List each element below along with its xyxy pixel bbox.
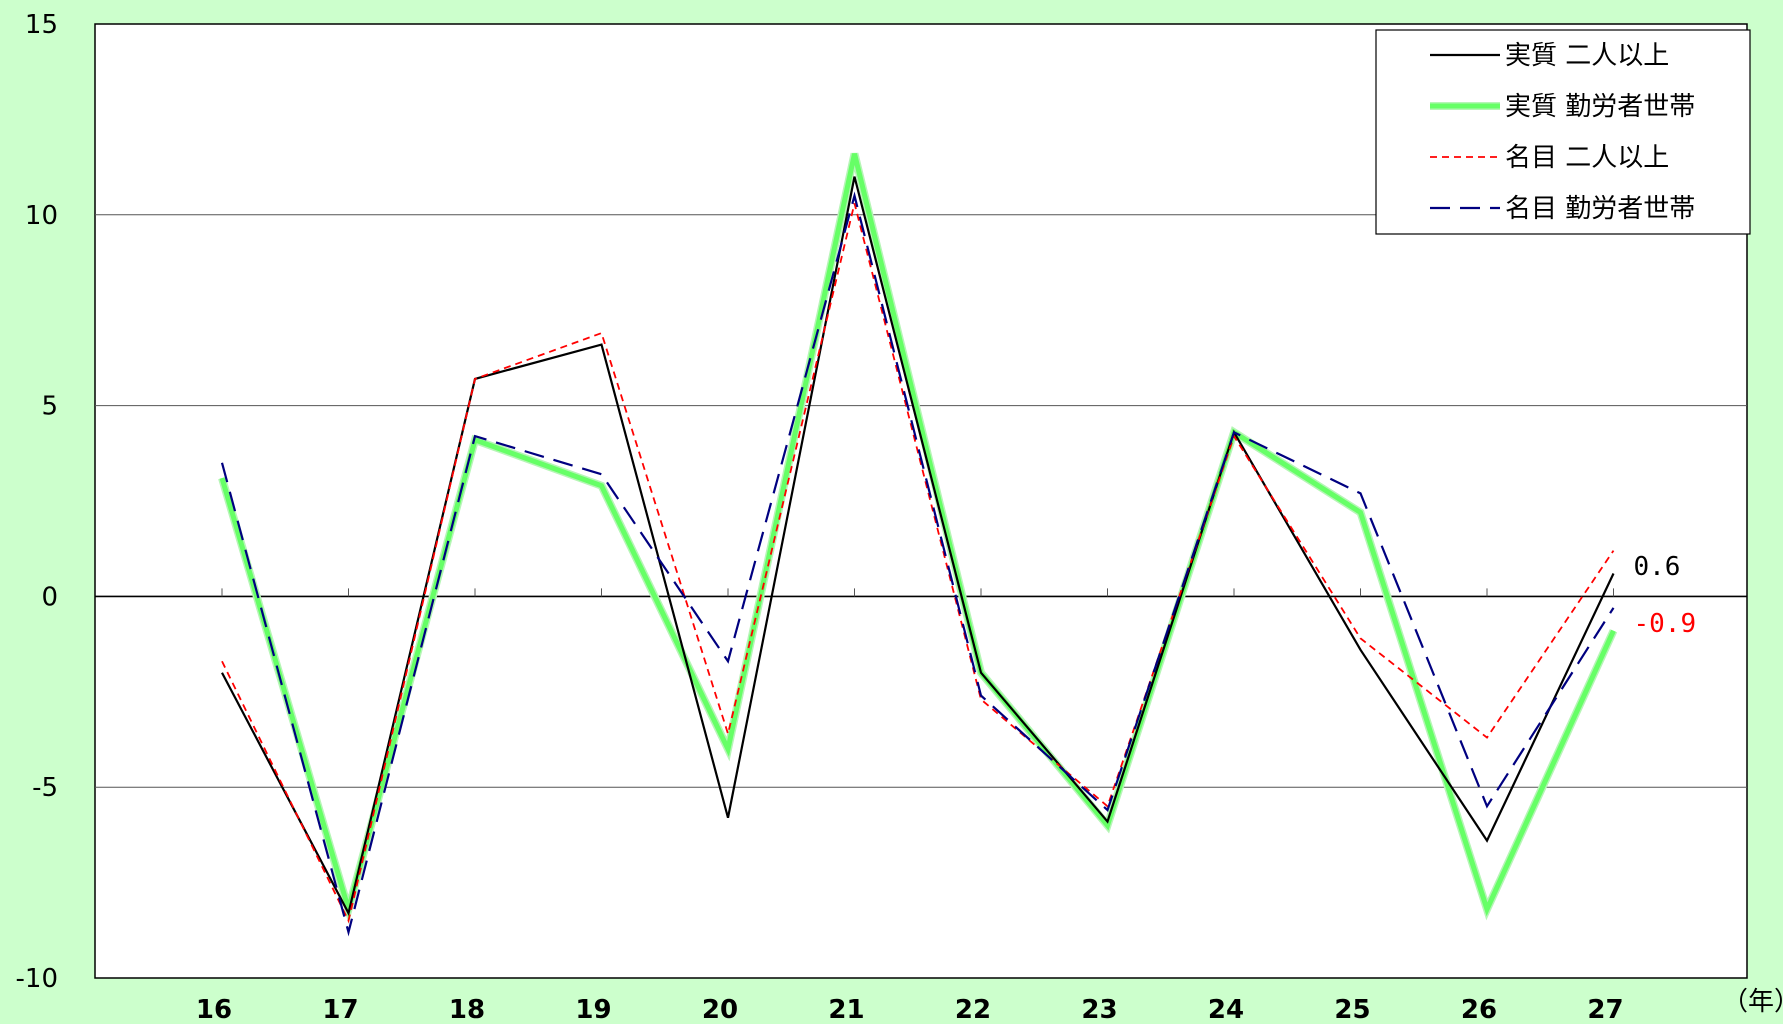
series-line	[220, 191, 1615, 937]
x-tick-label: 27	[1587, 995, 1623, 1024]
series-line	[221, 203, 1615, 924]
x-tick-label: 22	[955, 995, 991, 1024]
legend-box	[1375, 29, 1751, 235]
y-tick-label: 0	[41, 582, 58, 612]
end-value-label: 0.6	[1634, 552, 1681, 582]
y-tick-label: 15	[25, 10, 58, 40]
x-axis-tick-labels: 16 17 18 19 20 21 22 23 24 25 26 27	[196, 995, 1624, 1024]
series-lines	[218, 152, 1618, 937]
series-2	[221, 203, 1615, 924]
y-tick-label: 5	[41, 392, 58, 422]
y-tick-label: -5	[32, 773, 58, 803]
x-unit-label: （年）	[1722, 987, 1783, 1017]
end-value-label: -0.9	[1634, 609, 1697, 639]
legend-label: 名目 二人以上	[1505, 143, 1669, 173]
x-axis-ticks	[221, 588, 1614, 597]
y-axis-tick-labels: 15 10 5 0 -5 -10	[16, 10, 58, 994]
x-tick-label: 16	[196, 995, 232, 1024]
x-tick-label: 17	[322, 995, 358, 1024]
x-tick-label: 23	[1081, 995, 1117, 1024]
y-tick-label: 10	[25, 201, 58, 231]
legend-label: 名目 勤労者世帯	[1505, 194, 1695, 224]
x-tick-label: 24	[1208, 995, 1244, 1024]
x-tick-label: 20	[702, 995, 738, 1024]
x-tick-label: 26	[1461, 995, 1497, 1024]
x-tick-label: 19	[575, 995, 611, 1024]
legend-label: 実質 勤労者世帯	[1505, 92, 1695, 122]
end-value-labels: 0.6 -0.9	[1634, 552, 1697, 639]
x-tick-label: 25	[1334, 995, 1370, 1024]
y-tick-label: -10	[16, 964, 58, 994]
legend-label: 実質 二人以上	[1505, 41, 1669, 71]
series-line	[221, 176, 1615, 917]
x-tick-label: 21	[828, 995, 864, 1024]
x-tick-label: 18	[449, 995, 485, 1024]
series-3	[220, 191, 1615, 937]
